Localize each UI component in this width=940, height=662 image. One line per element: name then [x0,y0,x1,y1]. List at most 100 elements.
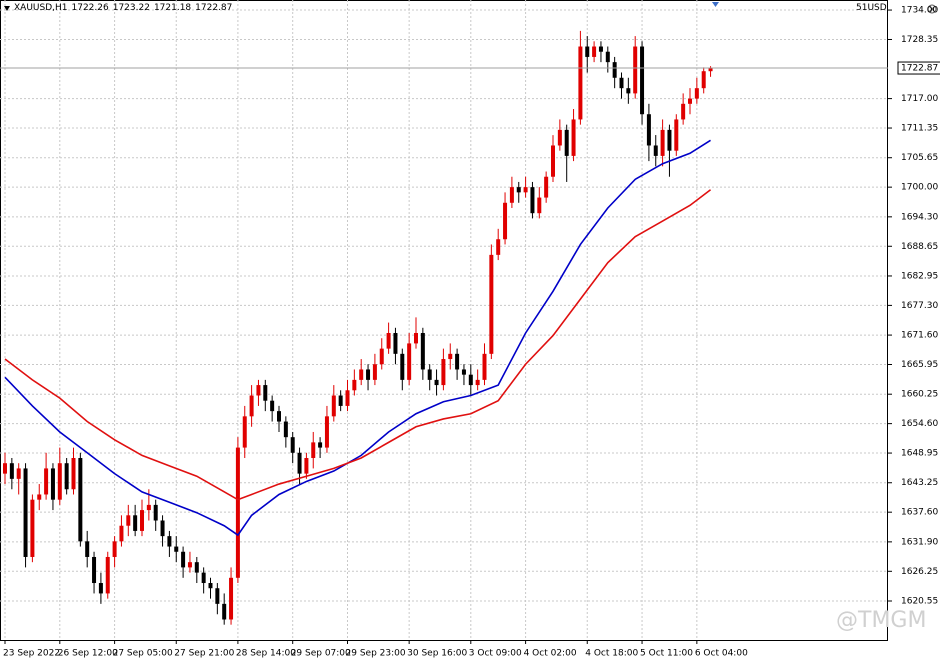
candle-body [660,129,665,156]
candle-body [9,463,14,479]
candle-body [98,583,103,594]
symbol-header: XAUUSD,H1 1722.26 1723.22 1721.18 1722.8… [4,3,232,13]
y-tick-label: 1671.60 [901,331,938,341]
candle-body [318,442,323,448]
candle-body [331,395,336,417]
candle-body [379,348,384,365]
candle-body [694,88,699,99]
x-tick-label: 5 Oct 11:00 [640,649,693,659]
y-tick-label: 1717.00 [901,94,938,104]
candle-body [30,499,35,557]
candle-body [235,447,240,578]
menu-arrow[interactable] [4,5,10,11]
candle-body [366,369,371,380]
candle-body [598,46,603,52]
candle-body [352,379,357,391]
candle-body [194,562,199,573]
y-tick-label: 1665.95 [901,360,938,370]
candle-body [16,468,21,479]
y-tick-label: 1631.90 [901,537,938,547]
candle-body [571,119,576,156]
candle-body [701,71,706,89]
candle-body [605,51,610,63]
candle-body [105,556,110,594]
candle-body [386,332,391,349]
candle-body [71,458,76,490]
ohlc-close: 1722.87 [195,3,233,13]
candle-body [229,577,234,620]
candle-body [146,504,151,511]
x-tick-label: 27 Sep 05:00 [113,649,173,659]
candle-body [3,463,7,474]
y-tick-label: 1705.65 [901,153,938,163]
watermark: @TMGM [836,608,927,633]
x-tick-label: 29 Sep 07:00 [291,649,351,659]
x-tick-label: 4 Oct 18:00 [585,649,638,659]
candle-body [667,129,672,151]
candle-body [434,379,439,386]
candle-body [400,353,405,380]
candle-body [393,332,398,354]
candle-body [619,77,624,89]
price-tag-label: 1722.87 [901,64,938,74]
candle-body [509,187,514,203]
candle-body [359,369,364,380]
candle-body [181,551,186,568]
candle-body [516,187,521,193]
candle-body [578,46,583,120]
moving-average [4,189,712,501]
close-icon-x[interactable] [929,6,935,12]
candle-body [92,556,97,584]
symbol: XAUUSD,H1 [14,3,68,13]
candle-body [646,114,651,146]
candle-body [427,369,432,380]
candle-body [283,421,288,438]
candle-body [263,385,268,401]
candle-body [448,353,453,360]
candle-body [215,588,220,604]
candle-body [441,359,446,386]
ohlc-high: 1723.22 [112,3,150,13]
y-tick-label: 1711.35 [901,124,938,134]
price-tag [897,61,940,75]
candle-body [420,332,425,370]
candle-body [133,515,138,531]
ohlc-low: 1721.18 [153,3,192,13]
y-tick-label: 1700.00 [901,183,938,193]
candle-body [640,46,645,115]
candle-body [78,458,83,542]
candle-body [681,103,686,120]
shift-marker [712,2,719,7]
candle-body [455,353,460,370]
account: 51USD [856,3,887,13]
candle-body [160,520,165,537]
candle-body [708,68,713,72]
y-tick-label: 1626.25 [901,567,938,577]
candle-body [688,98,692,104]
y-tick-label: 1694.30 [901,212,938,222]
y-tick-label: 1637.60 [901,508,938,518]
candle-body [290,437,295,453]
candle-body [482,353,487,380]
y-tick-label: 1688.65 [901,242,938,252]
candle-body [270,400,275,412]
y-tick-label: 1620.55 [901,596,938,606]
close-icon[interactable] [927,4,937,14]
candle-body [551,145,555,177]
candle-body [174,546,179,552]
y-tick-label: 1677.30 [901,301,938,311]
candle-body [167,536,172,547]
ohlc-open: 1722.26 [71,3,109,13]
candle-body [140,510,144,531]
candle-body [187,562,192,568]
y-tick-label: 1734.00 [901,6,938,16]
candle-body [249,395,254,417]
x-tick-label: 30 Sep 16:00 [407,649,467,659]
candle-body [489,254,494,354]
candle-body [372,364,377,380]
candle-body [112,541,117,557]
candle-body [544,176,549,198]
x-tick-label: 28 Sep 14:00 [236,649,296,659]
candle-body [585,46,590,57]
candle-body [44,468,49,495]
